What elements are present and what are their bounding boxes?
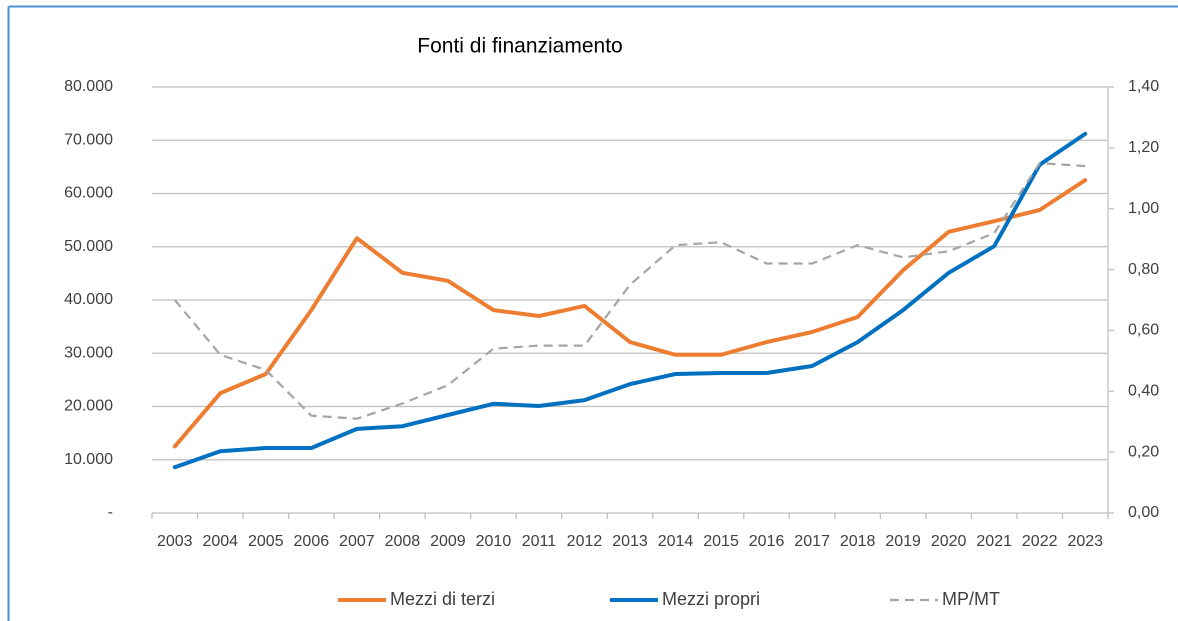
y-tick-label: 30.000: [64, 344, 113, 361]
x-tick-label: 2020: [931, 533, 967, 550]
y2-tick-label: 0,80: [1128, 261, 1159, 278]
x-tick-label: 2013: [612, 533, 648, 550]
x-tick-label: 2012: [567, 533, 603, 550]
x-tick-label: 2007: [339, 533, 375, 550]
y2-tick-label: 1,20: [1128, 139, 1159, 156]
legend-label: Mezzi di terzi: [390, 589, 495, 609]
x-tick-label: 2006: [294, 533, 330, 550]
series-line: [173, 162, 1086, 420]
x-tick-label: 2011: [522, 533, 557, 550]
x-tick-label: 2008: [385, 533, 421, 550]
y2-tick-label: 0,00: [1128, 504, 1159, 521]
x-tick-label: 2023: [1067, 533, 1103, 550]
x-tick-label: 2022: [1022, 533, 1058, 550]
x-tick-label: 2015: [703, 533, 739, 550]
x-tick-label: 2010: [476, 533, 512, 550]
y2-tick-label: 1,40: [1128, 78, 1159, 95]
chart-title: Fonti di finanziamento: [417, 35, 622, 58]
y-tick-label: -: [108, 504, 113, 521]
y-tick-label: 20.000: [64, 398, 113, 415]
y-tick-label: 10.000: [64, 451, 113, 468]
x-tick-label: 2014: [658, 533, 694, 550]
y-tick-label: 80.000: [64, 78, 113, 95]
y-tick-label: 50.000: [64, 238, 113, 255]
y-tick-label: 40.000: [64, 291, 113, 308]
x-tick-label: 2016: [749, 533, 785, 550]
y2-tick-label: 0,60: [1128, 322, 1159, 339]
y-tick-label: 70.000: [64, 131, 113, 148]
x-tick-label: 2017: [794, 533, 830, 550]
x-tick-label: 2019: [885, 533, 921, 550]
x-tick-label: 2005: [248, 533, 284, 550]
x-tick-label: 2004: [202, 533, 238, 550]
y2-tick-label: 0,20: [1128, 443, 1159, 460]
y-tick-label: 60.000: [64, 185, 113, 202]
x-tick-label: 2018: [840, 533, 876, 550]
y2-tick-label: 0,40: [1128, 383, 1159, 400]
legend-label: MP/MT: [942, 589, 1000, 609]
series-line: [172, 178, 1088, 449]
x-tick-label: 2021: [976, 533, 1012, 550]
legend-label: Mezzi propri: [662, 589, 760, 609]
x-tick-label: 2003: [157, 533, 193, 550]
series-line: [172, 131, 1088, 470]
x-tick-label: 2009: [430, 533, 466, 550]
y2-tick-label: 1,00: [1128, 200, 1159, 217]
